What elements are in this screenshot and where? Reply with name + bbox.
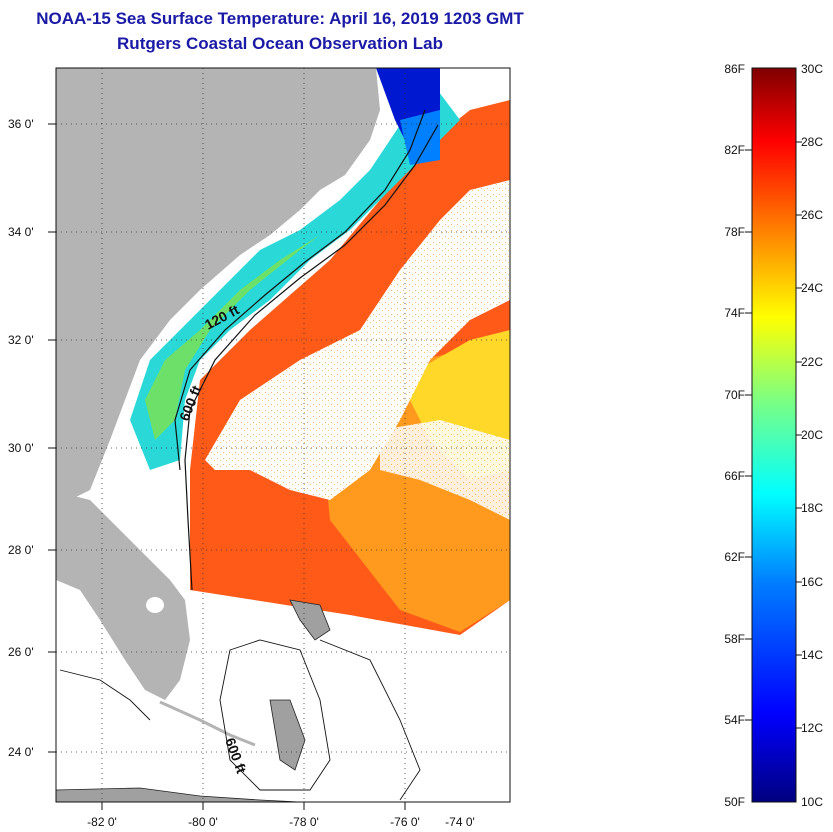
lon-label-80: -80 0' (188, 815, 218, 829)
lat-label-30: 30 0' (8, 441, 34, 455)
celsius-labels: 30C 28C 26C 24C 22C 20C 18C 16C 14C 12C … (801, 62, 823, 809)
f-label-58: 58F (724, 632, 745, 646)
c-label-20: 20C (801, 428, 823, 442)
latitude-labels: 36 0' 34 0' 32 0' 30 0' 28 0' 26 0' 24 0… (8, 117, 34, 759)
map-frame (55, 67, 511, 803)
map-subtitle: Rutgers Coastal Ocean Observation Lab (117, 34, 443, 53)
cloud-cover-2 (380, 420, 510, 520)
lon-label-76: -76 0' (390, 815, 420, 829)
c-label-24: 24C (801, 281, 823, 295)
land-mass (56, 68, 380, 500)
colorbar-ticks (745, 141, 802, 729)
f-label-86: 86F (724, 62, 745, 76)
map-ticks (48, 123, 406, 810)
bahamas-contours (219, 639, 421, 801)
lat-label-26: 26 0' (8, 645, 34, 659)
lon-label-78: -78 0' (289, 815, 319, 829)
fahrenheit-labels: 86F 82F 78F 74F 70F 66F 62F 58F 54F 50F (724, 62, 745, 809)
map-area: 120 ft 600 ft 600 ft (56, 68, 510, 802)
florida-peninsula (56, 490, 190, 700)
c-label-22: 22C (801, 355, 823, 369)
c-label-26: 26C (801, 208, 823, 222)
c-label-14: 14C (801, 648, 823, 662)
c-label-10: 10C (801, 795, 823, 809)
c-label-16: 16C (801, 575, 823, 589)
c-label-18: 18C (801, 501, 823, 515)
f-label-78: 78F (724, 225, 745, 239)
f-label-70: 70F (724, 388, 745, 402)
bahamas-andros (269, 699, 306, 771)
f-label-50: 50F (724, 795, 745, 809)
florida-keys (159, 700, 256, 747)
lat-label-32: 32 0' (8, 333, 34, 347)
longitude-labels: -82 0' -80 0' -78 0' -76 0' -74 0' (87, 815, 475, 829)
cold-water-2 (400, 110, 440, 165)
lat-label-36: 36 0' (8, 117, 34, 131)
contour-120ft (174, 109, 426, 471)
fl-keys-contours (59, 669, 151, 721)
f-label-82: 82F (724, 143, 745, 157)
lat-label-24: 24 0' (8, 745, 34, 759)
contour-600ft (184, 124, 439, 591)
c-label-28: 28C (801, 135, 823, 149)
cuba-coast (56, 787, 301, 802)
graticule (56, 68, 510, 802)
shelf-water (130, 80, 460, 470)
f-label-74: 74F (724, 306, 745, 320)
lat-label-28: 28 0' (8, 543, 34, 557)
f-label-54: 54F (724, 713, 745, 727)
f-label-62: 62F (724, 550, 745, 564)
cloud-cover (205, 180, 510, 500)
c-label-30: 30C (801, 62, 823, 76)
colorbar (751, 67, 797, 803)
inner-shelf-green (145, 235, 320, 440)
lat-label-34: 34 0' (8, 225, 34, 239)
f-label-66: 66F (724, 469, 745, 483)
bahamas-abaco (289, 599, 331, 641)
lon-label-74: -74 0' (445, 815, 475, 829)
map-title: NOAA-15 Sea Surface Temperature: April 1… (36, 9, 524, 28)
c-label-12: 12C (801, 721, 823, 735)
lon-label-82: -82 0' (87, 815, 117, 829)
